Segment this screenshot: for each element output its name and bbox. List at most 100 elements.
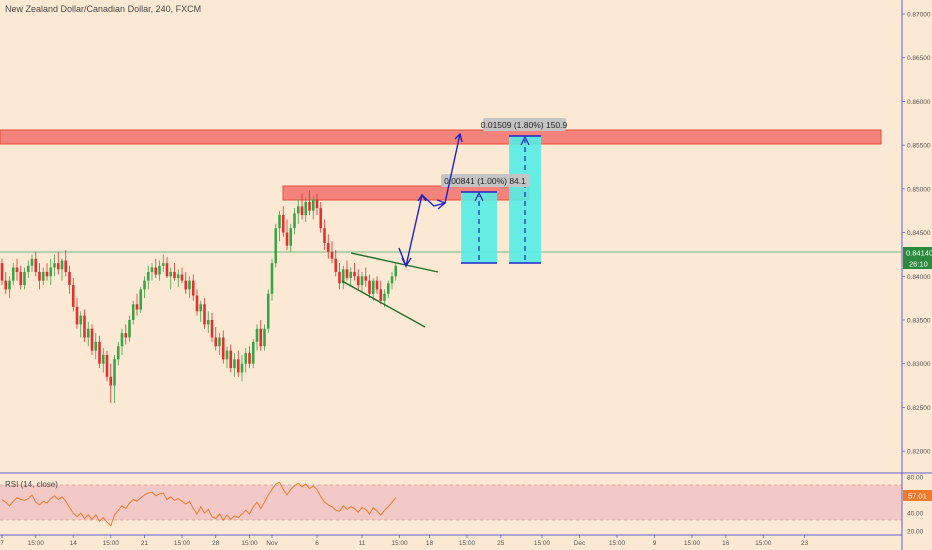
candle-body <box>375 280 379 290</box>
candle <box>349 267 353 287</box>
projection-arrowhead-1 <box>401 257 412 268</box>
candle-body <box>218 337 221 347</box>
candle <box>60 258 64 281</box>
time-tick-label: 23 <box>801 540 809 547</box>
candle <box>334 250 338 277</box>
time-tick-label: 25 <box>497 540 505 547</box>
candle <box>30 254 34 272</box>
price-axis-ticks: 0.87000 0.86500 0.86000 0.85500 0.85000 0.845… <box>902 11 931 456</box>
measure-label-small-bg <box>441 174 530 187</box>
candle <box>341 265 345 290</box>
candle-body <box>379 289 383 301</box>
candle <box>386 280 390 299</box>
price-tick-label: 0.86500 <box>907 55 931 62</box>
price-tick-label: 0.84500 <box>907 230 931 237</box>
candle-body <box>244 353 248 364</box>
projection-arrowhead-4 <box>454 132 463 143</box>
candle <box>79 311 83 338</box>
target-box-large[interactable] <box>509 136 541 263</box>
current-price-label-bg <box>903 247 932 258</box>
candle-body <box>221 337 225 360</box>
projection-arrowhead-3 <box>436 199 447 210</box>
candle-body <box>304 201 308 216</box>
rsi-tick-label: 20.00 <box>907 529 924 536</box>
candle-body <box>259 328 263 347</box>
candle-body <box>4 280 8 290</box>
candle-body <box>199 304 203 312</box>
candle <box>94 333 98 360</box>
price-tick-label: 0.82000 <box>907 449 931 456</box>
candle-body <box>120 333 124 347</box>
rsi-current-label: 57.01 <box>908 492 927 501</box>
candle <box>353 263 356 281</box>
countdown-label-bg <box>903 258 932 269</box>
candle <box>199 300 203 322</box>
candle-body <box>60 260 64 270</box>
candle-body <box>116 346 120 360</box>
candle <box>150 263 154 281</box>
rsi-indicator-label: RSI (14, close) <box>5 480 58 489</box>
candle <box>300 193 304 220</box>
projection-arrowhead-2 <box>417 193 427 202</box>
candle <box>90 324 94 355</box>
candle-body <box>90 328 94 351</box>
candle <box>330 241 334 264</box>
candle-body <box>68 271 71 286</box>
candle <box>270 258 274 301</box>
candle-body <box>26 265 30 272</box>
candle <box>375 276 379 294</box>
candle <box>285 219 289 251</box>
candle <box>251 339 255 369</box>
candle <box>259 319 263 351</box>
resistance-zone-upper[interactable] <box>0 129 882 145</box>
candle <box>38 263 41 290</box>
candle-body <box>113 359 116 386</box>
candle-body <box>296 206 300 214</box>
candle <box>225 346 229 369</box>
candle-body <box>255 328 259 342</box>
candle <box>75 298 79 329</box>
candle-body <box>131 304 135 320</box>
candle <box>173 263 176 281</box>
candle-body <box>158 265 161 275</box>
time-tick-label: 15:00 <box>241 540 258 547</box>
chart-title: New Zealand Dollar/Canadian Dollar, 240,… <box>5 4 202 14</box>
candle-body <box>79 315 83 325</box>
candle <box>86 321 90 347</box>
candle-body <box>56 263 60 270</box>
candle-body <box>173 271 176 279</box>
time-tick-label: 18 <box>426 540 434 547</box>
candle <box>64 250 68 277</box>
trendline-upper[interactable] <box>350 252 439 273</box>
candle-body <box>23 271 26 286</box>
candle <box>233 353 236 377</box>
candle <box>248 346 251 369</box>
time-tick-label: 28 <box>212 540 220 547</box>
candle-body <box>143 280 146 290</box>
candle <box>240 354 244 382</box>
candle-body <box>53 263 56 268</box>
trendline-lower[interactable] <box>341 280 426 328</box>
candle <box>345 260 349 281</box>
candle <box>203 298 206 329</box>
candle <box>326 234 330 259</box>
time-tick-label: Nov <box>266 540 278 547</box>
candle <box>26 260 30 279</box>
candle-body <box>154 267 158 275</box>
candle-body <box>311 199 315 211</box>
candle <box>364 267 368 287</box>
candle <box>120 328 124 355</box>
candle <box>371 278 375 301</box>
time-tick-label: 15:00 <box>174 540 191 547</box>
candle <box>281 206 285 237</box>
candle-body <box>236 359 240 373</box>
candle <box>266 289 270 334</box>
time-tick-label: 14 <box>70 540 78 547</box>
candle-body <box>45 271 49 277</box>
candle-body <box>203 304 206 325</box>
measure-label-large-bg <box>483 118 566 131</box>
candle-body <box>289 228 293 246</box>
